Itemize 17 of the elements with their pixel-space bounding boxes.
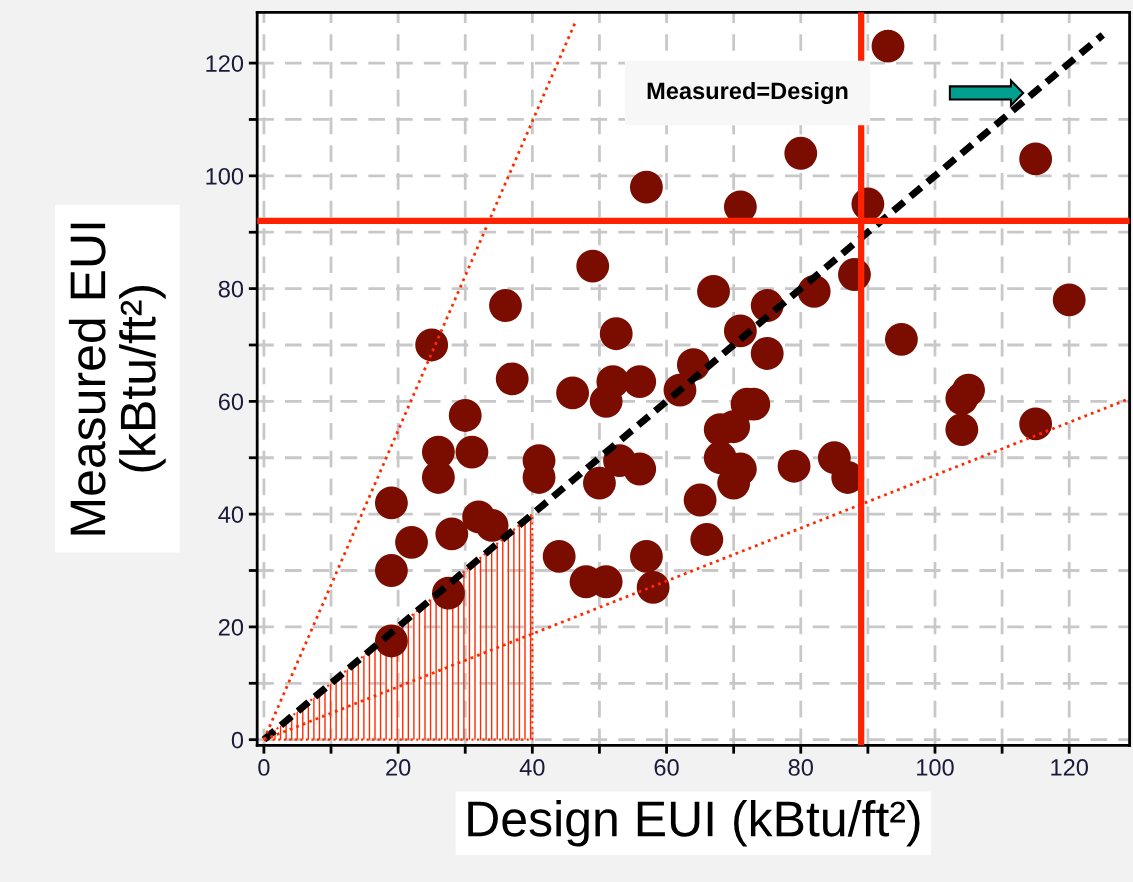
- y-tick-label: 60: [218, 393, 244, 411]
- y-tick-label: 20: [218, 618, 244, 636]
- y-tick-label: 0: [231, 731, 244, 749]
- y-tick-label: 80: [218, 280, 244, 298]
- x-tick-label: 100: [917, 759, 954, 776]
- x-tick-label: 40: [519, 759, 545, 776]
- y-tick-label: 120: [206, 55, 244, 72]
- x-tick-label: 120: [1051, 759, 1088, 776]
- annotation: Measured=Design: [647, 81, 848, 105]
- x-tick-label: 0: [258, 759, 270, 776]
- y-axis-title: Measured EUI (kBtu/ft²): [68, 223, 166, 535]
- x-tick-label: 20: [386, 759, 411, 776]
- y-tick-label: 100: [206, 167, 244, 185]
- x-tick-label: 60: [654, 759, 679, 776]
- x-tick-label: 80: [788, 759, 813, 776]
- x-axis-title: Design EUI (kBtu/ft²): [468, 799, 920, 847]
- y-tick-label: 40: [218, 506, 244, 523]
